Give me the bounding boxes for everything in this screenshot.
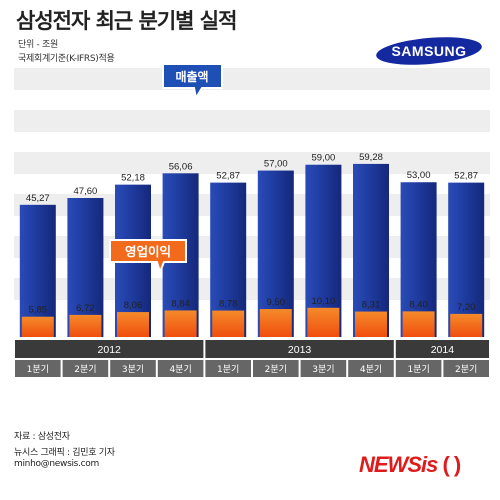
quarter-band bbox=[15, 360, 61, 377]
quarter-band bbox=[157, 360, 204, 377]
revenue-value-label: 59,00 bbox=[312, 153, 336, 164]
samsung-logo-text: SAMSUNG bbox=[391, 43, 466, 59]
quarter-band bbox=[395, 360, 442, 377]
operating-profit-bar bbox=[69, 314, 102, 337]
quarter-band bbox=[62, 360, 109, 377]
year-label: 2014 bbox=[431, 344, 455, 356]
quarter-band bbox=[348, 360, 394, 377]
operating-profit-value-label: 6,72 bbox=[76, 303, 95, 314]
revenue-callout-label: 매출액 bbox=[175, 69, 208, 84]
quarter-band bbox=[300, 360, 347, 377]
quarter-band bbox=[253, 360, 299, 377]
newsis-logo-text: NEWSis bbox=[359, 452, 438, 477]
revenue-bar bbox=[400, 182, 437, 337]
quarter-label: 1분기 bbox=[217, 364, 239, 375]
revenue-labels: 45,27 47,60 52,18 56,06 52,87 57,00 59,00 59,28… bbox=[26, 152, 478, 204]
operating-profit-value-label: 8,31 bbox=[362, 300, 381, 311]
operating-profit-value-label: 8,84 bbox=[171, 298, 190, 309]
revenue-value-label: 47,60 bbox=[74, 186, 98, 197]
operating-profit-bar bbox=[117, 312, 149, 337]
source-note: 자료 : 삼성전자 bbox=[14, 432, 70, 442]
quarter-band bbox=[205, 360, 251, 377]
contact-email: minho@newsis.com bbox=[14, 459, 99, 469]
revenue-callout-bubble bbox=[162, 63, 223, 101]
operating-profit-value-label: 8,78 bbox=[219, 299, 238, 310]
operating-profit-bar bbox=[402, 311, 435, 337]
operating-profit-bar bbox=[355, 311, 387, 337]
revenue-value-label: 52,87 bbox=[216, 171, 240, 182]
quarter-band bbox=[110, 360, 156, 377]
year-label: 2013 bbox=[288, 344, 312, 356]
revenue-bar bbox=[353, 163, 389, 337]
chart-title: 삼성전자 최근 분기별 실적 bbox=[16, 9, 237, 33]
operating-profit-bar bbox=[21, 316, 54, 337]
quarter-label: 4분기 bbox=[169, 364, 191, 375]
operating-profit-bar bbox=[164, 310, 197, 337]
revenue-value-label: 52,18 bbox=[121, 173, 145, 184]
quarter-label: 2분기 bbox=[265, 364, 287, 375]
operating-profit-value-label: 10,10 bbox=[312, 296, 336, 307]
revenue-value-label: 52,87 bbox=[454, 171, 478, 182]
operating-profit-callout-bubble bbox=[109, 239, 187, 276]
revenue-value-label: 59,28 bbox=[359, 152, 383, 163]
operating-profit-value-label: 5,85 bbox=[29, 305, 48, 316]
year-band bbox=[205, 340, 394, 358]
year-band bbox=[15, 340, 204, 358]
quarter-label: 4분기 bbox=[360, 364, 382, 375]
quarter-label: 3분기 bbox=[122, 364, 144, 375]
credit-note: 뉴시스 그래픽 : 김민호 기자 bbox=[14, 448, 115, 458]
revenue-value-label: 45,27 bbox=[26, 193, 50, 204]
quarter-label: 3분기 bbox=[312, 364, 334, 375]
accounting-standard-note: 국제회계기준(K-IFRS)적용 bbox=[18, 54, 115, 64]
operating-profit-bar bbox=[450, 313, 483, 337]
grid-band bbox=[14, 68, 490, 90]
quarter-label: 1분기 bbox=[27, 364, 49, 375]
operating-profit-callout-label: 영업이익 bbox=[125, 244, 171, 259]
operating-profit-bar bbox=[259, 309, 292, 337]
samsung-logo: SAMSUNG bbox=[376, 37, 482, 65]
newsis-logo: NEWSis ( ) bbox=[359, 452, 461, 477]
revenue-bar bbox=[19, 204, 56, 337]
operating-profit-value-label: 8,06 bbox=[124, 300, 143, 311]
operating-profit-value-label: 8,40 bbox=[409, 299, 428, 310]
operating-profit-value-label: 9,50 bbox=[267, 297, 286, 308]
quarter-label: 2분기 bbox=[74, 364, 96, 375]
revenue-value-label: 56,06 bbox=[169, 161, 193, 172]
revenue-value-label: 57,00 bbox=[264, 159, 288, 170]
quarter-label: 2분기 bbox=[455, 364, 477, 375]
unit-note: 단위 - 조원 bbox=[18, 40, 58, 50]
quarter-label: 1분기 bbox=[407, 364, 429, 375]
operating-profit-bar bbox=[307, 307, 340, 337]
operating-profit-labels: 5,85 6,72 8,06 8,84 8,78 9,50 10,10 8,31 8,40 7,2… bbox=[29, 296, 476, 316]
operating-profit-bars bbox=[21, 307, 483, 337]
operating-profit-bar bbox=[212, 310, 245, 337]
year-band bbox=[395, 340, 489, 358]
operating-profit-value-label: 7,20 bbox=[457, 302, 476, 313]
revenue-bar bbox=[67, 198, 104, 337]
quarter-band bbox=[443, 360, 489, 377]
grid-band bbox=[14, 110, 490, 132]
revenue-bar bbox=[448, 182, 485, 337]
year-label: 2012 bbox=[98, 344, 122, 356]
revenue-value-label: 53,00 bbox=[407, 170, 431, 181]
